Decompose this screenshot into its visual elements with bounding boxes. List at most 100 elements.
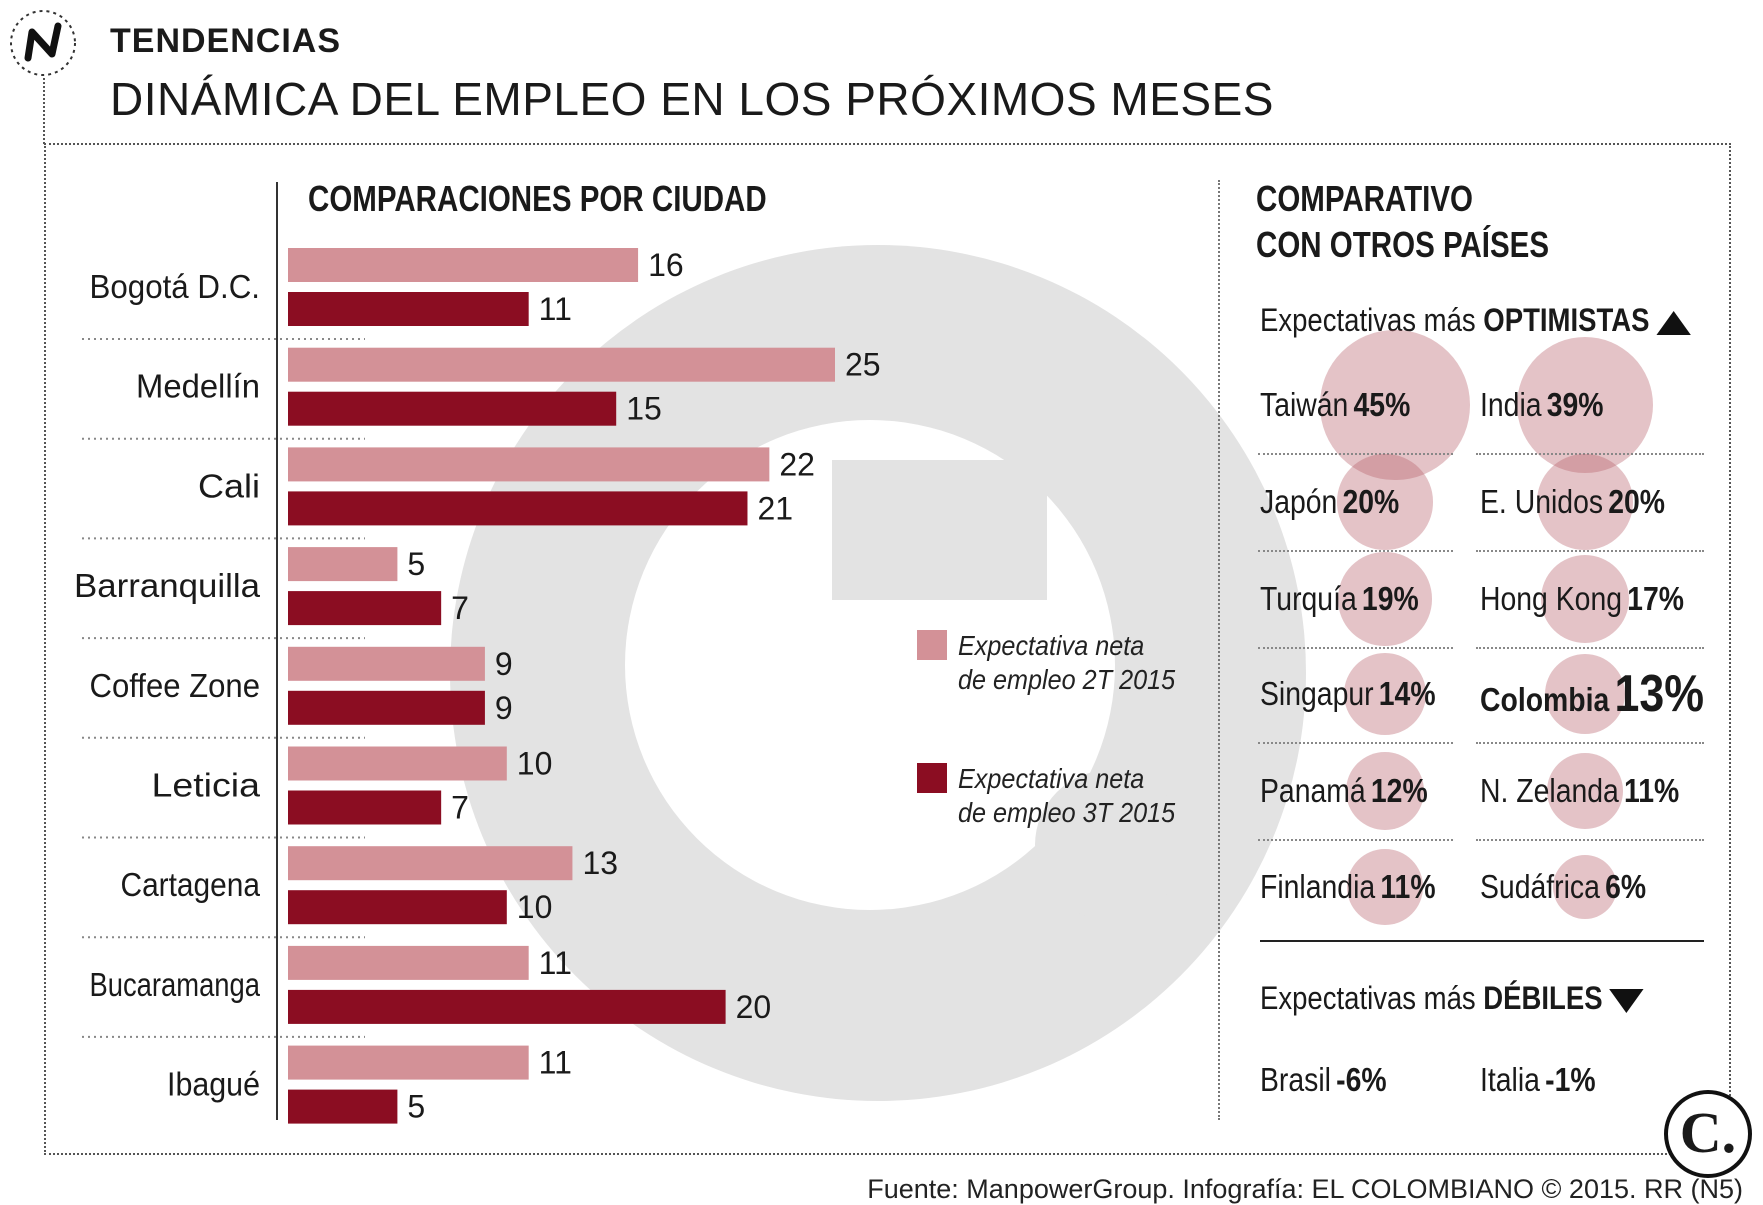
weak-country-italia: Italia -1% bbox=[1480, 1061, 1596, 1098]
country-item: Colombia13% bbox=[1480, 665, 1704, 723]
country-bubble bbox=[1540, 554, 1630, 644]
country-row-separator bbox=[1258, 839, 1453, 841]
country-row-separator bbox=[1258, 550, 1453, 552]
triangle-up-icon bbox=[1656, 310, 1691, 335]
countries-title: COMPARATIVO CON OTROS PAÍSES bbox=[1256, 178, 1550, 265]
country-item: Taiwán 45% bbox=[1260, 386, 1411, 423]
source-credit: Fuente: ManpowerGroup. Infografía: EL CO… bbox=[867, 1174, 1743, 1204]
country-item: N. Zelanda 11% bbox=[1480, 772, 1680, 809]
weak-country-brasil: Brasil -6% bbox=[1260, 1061, 1387, 1098]
country-item: Hong Kong 17% bbox=[1480, 580, 1684, 617]
bar-2t bbox=[288, 1045, 529, 1080]
bar-3t bbox=[288, 989, 726, 1024]
country-item: Sudáfrica 6% bbox=[1480, 868, 1647, 905]
bar-3t bbox=[288, 391, 617, 426]
country-bubble bbox=[1544, 653, 1626, 735]
bar-value-label: 11 bbox=[539, 291, 572, 327]
country-row-separator bbox=[1258, 453, 1453, 455]
bar-value-label: 10 bbox=[517, 889, 553, 925]
weak-subhead: Expectativas más DÉBILES bbox=[1260, 980, 1644, 1017]
bar-value-label: 10 bbox=[517, 746, 553, 782]
bar-value-label: 5 bbox=[407, 546, 425, 582]
legend-label-2t: Expectativa neta de empleo 2T 2015 bbox=[958, 630, 1176, 695]
bar-value-label: 11 bbox=[539, 945, 572, 981]
bar-2t bbox=[288, 945, 529, 980]
bar-2t bbox=[288, 646, 485, 681]
page-title: DINÁMICA DEL EMPLEO EN LOS PRÓXIMOS MESE… bbox=[110, 73, 1274, 125]
kicker: TENDENCIAS bbox=[110, 22, 342, 60]
infographic-frame bbox=[44, 143, 1731, 1155]
trend-line-icon bbox=[10, 10, 76, 76]
city-label: Barranquilla bbox=[74, 567, 261, 604]
country-bubble bbox=[1537, 454, 1633, 550]
city-label: Leticia bbox=[152, 767, 261, 804]
bar-3t bbox=[288, 491, 748, 526]
bar-2t bbox=[288, 846, 573, 881]
bar-3t bbox=[288, 790, 442, 825]
country-bubble bbox=[1343, 652, 1427, 736]
bar-3t bbox=[288, 591, 442, 626]
bar-value-label: 5 bbox=[407, 1089, 425, 1125]
country-item: India 39% bbox=[1480, 386, 1604, 423]
el-colombiano-logo: C. bbox=[1664, 1090, 1752, 1178]
bar-2t bbox=[288, 248, 639, 282]
country-row-separator bbox=[1476, 647, 1704, 649]
bar-value-label: 22 bbox=[779, 446, 815, 482]
country-bubble bbox=[1552, 854, 1618, 920]
country-row-separator bbox=[1476, 839, 1704, 841]
bar-2t bbox=[288, 447, 770, 482]
bar-value-label: 11 bbox=[539, 1045, 572, 1081]
country-item: Singapur 14% bbox=[1260, 675, 1436, 712]
frame-connector bbox=[43, 78, 45, 144]
country-row-separator bbox=[1476, 453, 1704, 455]
bar-2t bbox=[288, 547, 398, 582]
legend-label-3t: Expectativa neta de empleo 3T 2015 bbox=[958, 763, 1176, 828]
city-label: Bogotá D.C. bbox=[90, 268, 261, 305]
country-bubble bbox=[1347, 849, 1423, 925]
bar-3t bbox=[288, 690, 485, 725]
bar-value-label: 13 bbox=[582, 845, 618, 881]
bar-3t bbox=[288, 1089, 398, 1124]
chart-title: COMPARACIONES POR CIUDAD bbox=[308, 178, 767, 219]
country-bubble bbox=[1346, 752, 1424, 830]
country-row-separator bbox=[1258, 647, 1453, 649]
optimistic-subhead: Expectativas más OPTIMISTAS bbox=[1260, 302, 1691, 339]
bar-2t bbox=[288, 347, 835, 382]
bar-value-label: 9 bbox=[495, 646, 513, 682]
weak-divider bbox=[1260, 940, 1704, 942]
city-label: Cartagena bbox=[121, 866, 261, 903]
country-item: Finlandia 11% bbox=[1260, 868, 1436, 905]
city-label: Cali bbox=[198, 467, 260, 504]
city-label: Ibagué bbox=[167, 1066, 260, 1103]
country-bubble bbox=[1338, 552, 1432, 646]
legend-swatch-2t bbox=[917, 630, 947, 660]
city-label: Coffee Zone bbox=[90, 667, 261, 704]
country-row-separator bbox=[1476, 550, 1704, 552]
bar-value-label: 9 bbox=[495, 690, 513, 726]
country-bubble bbox=[1337, 454, 1433, 550]
bar-value-label: 15 bbox=[626, 391, 662, 427]
city-label: Bucaramanga bbox=[90, 966, 261, 1003]
country-item: E. Unidos 20% bbox=[1480, 483, 1666, 520]
bar-value-label: 20 bbox=[736, 989, 772, 1025]
column-divider bbox=[1218, 180, 1220, 1120]
bar-value-label: 7 bbox=[451, 590, 469, 626]
country-item: Panamá 12% bbox=[1260, 772, 1428, 809]
country-item: Turquía 19% bbox=[1260, 580, 1419, 617]
bar-2t bbox=[288, 746, 507, 781]
country-row-separator bbox=[1258, 742, 1453, 744]
bar-value-label: 7 bbox=[451, 790, 469, 826]
bar-value-label: 25 bbox=[845, 347, 881, 383]
legend-swatch-3t bbox=[917, 763, 947, 793]
bar-3t bbox=[288, 292, 529, 326]
city-label: Medellín bbox=[136, 368, 260, 405]
bar-3t bbox=[288, 890, 507, 925]
country-bubble bbox=[1547, 753, 1623, 829]
bar-value-label: 21 bbox=[757, 490, 793, 526]
country-item: Japón 20% bbox=[1260, 483, 1400, 520]
triangle-down-icon bbox=[1609, 988, 1644, 1013]
country-row-separator bbox=[1476, 742, 1704, 744]
country-bubble bbox=[1516, 336, 1654, 474]
bar-value-label: 16 bbox=[648, 247, 684, 283]
